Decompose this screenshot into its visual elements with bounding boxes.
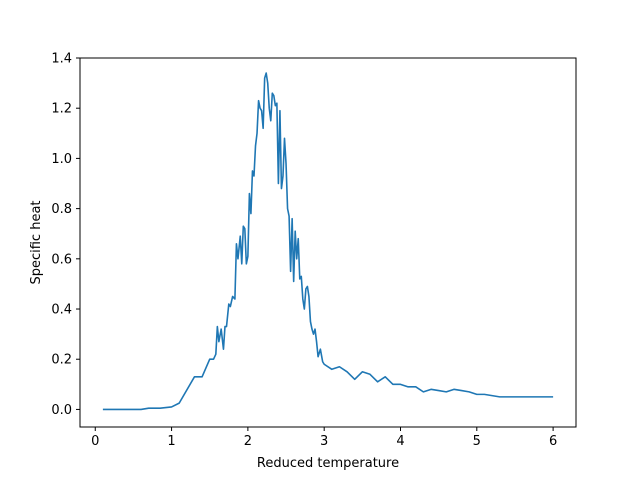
x-tick-label: 0	[91, 434, 99, 449]
y-tick-label: 1.0	[51, 152, 72, 167]
y-tick-label: 0.4	[51, 303, 72, 318]
plot-frame	[79, 57, 577, 428]
x-tick-label: 4	[396, 434, 404, 449]
y-tick-label: 0.6	[51, 252, 72, 267]
x-tick-label: 6	[549, 434, 557, 449]
x-tick-label: 2	[244, 434, 252, 449]
y-tick-label: 0.0	[51, 403, 72, 418]
x-axis-label: Reduced temperature	[257, 456, 399, 471]
y-axis-label: Specific heat	[29, 200, 44, 284]
x-tick-label: 5	[473, 434, 481, 449]
y-tick-label: 0.8	[51, 202, 72, 217]
series-line-specific-heat	[102, 72, 554, 411]
x-tick-label: 3	[320, 434, 328, 449]
x-tick-label: 1	[167, 434, 175, 449]
y-tick-label: 1.2	[51, 102, 72, 117]
y-tick-label: 1.4	[51, 52, 72, 67]
y-tick-label: 0.2	[51, 353, 72, 368]
